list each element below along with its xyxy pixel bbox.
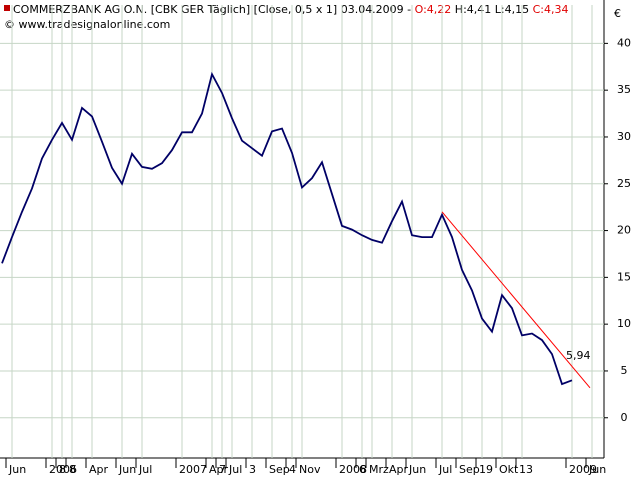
x-tick-label: 3: [249, 463, 256, 476]
x-tick-label: Nov: [299, 463, 321, 476]
x-tick-label: Apr: [89, 463, 109, 476]
title-part: O:4,22: [415, 3, 452, 16]
title-part: H:4,41 L:4,15: [451, 3, 532, 16]
x-tick-label: 8: [69, 463, 76, 476]
x-tick-label: 4: [289, 463, 296, 476]
x-tick-label: Jun: [8, 463, 26, 476]
y-tick-label: 35: [617, 83, 631, 96]
y-tick-label: 20: [617, 224, 631, 237]
x-tick-label: 8: [59, 463, 66, 476]
x-tick-label: 13: [519, 463, 533, 476]
y-tick-label: 30: [617, 130, 631, 143]
chart-subtitle: © www.tradesignalonline.com: [4, 18, 170, 31]
x-tick-label: Sep: [269, 463, 290, 476]
logo-icon: [4, 5, 10, 11]
trend-label: 5,94: [566, 349, 591, 362]
x-tick-label: Jul: [138, 463, 152, 476]
x-tick-label: Jul: [438, 463, 452, 476]
x-tick-label: 2009: [569, 463, 597, 476]
x-tick-label: 7: [219, 463, 226, 476]
x-tick-label: Jul: [228, 463, 242, 476]
x-tick-label: Jun: [408, 463, 426, 476]
x-tick-label: Okt: [499, 463, 519, 476]
y-tick-label: 40: [617, 36, 631, 49]
x-tick-label: Apr: [389, 463, 409, 476]
y-unit: €: [614, 7, 621, 20]
y-tick-label: 5: [621, 364, 628, 377]
x-tick-label: 19: [479, 463, 493, 476]
price-line: [1, 71, 573, 386]
grid: [0, 5, 604, 458]
x-tick-label: Jun: [118, 463, 136, 476]
x-tick-label: Sep: [459, 463, 480, 476]
title-part: C:4,34: [533, 3, 569, 16]
x-tick-label: Mrz: [369, 463, 389, 476]
x-tick-label: 6: [359, 463, 366, 476]
x-tick-label: 2008: [339, 463, 367, 476]
y-tick-label: 15: [617, 270, 631, 283]
x-tick-label: Apr: [209, 463, 229, 476]
y-tick-label: 10: [617, 317, 631, 330]
trend-line: [441, 211, 591, 389]
chart-title: COMMERZBANK AG O.N. [CBK GER Täglich] [C…: [13, 3, 569, 16]
y-tick-label: 25: [617, 177, 631, 190]
x-tick-label: Jun: [588, 463, 606, 476]
y-tick-label: 0: [621, 411, 628, 424]
x-tick-label: 2007: [179, 463, 207, 476]
title-part: COMMERZBANK AG O.N. [CBK GER Täglich] [C…: [13, 3, 415, 16]
